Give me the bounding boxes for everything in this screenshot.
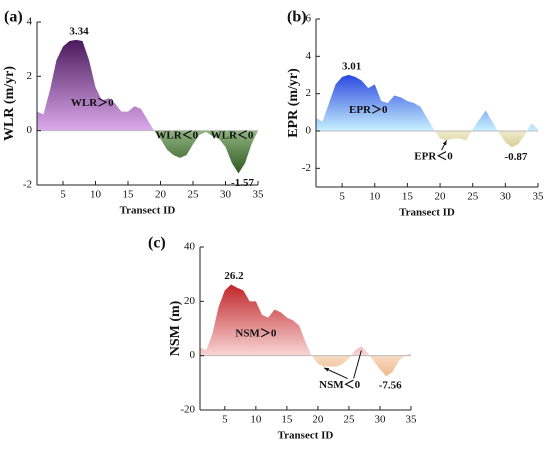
arrow-head [442, 140, 447, 146]
panel-label: (c) [148, 235, 166, 252]
y-axis-label: NSM (m) [168, 300, 183, 356]
min-label: -0.87 [504, 151, 527, 163]
x-axis-label: Transect ID [399, 207, 455, 219]
y-tick-label: -2 [23, 179, 32, 191]
min-label: -1.57 [231, 177, 254, 189]
y-tick-label: 2 [306, 87, 312, 99]
area-positive [316, 74, 538, 131]
y-tick-label: 4 [27, 16, 33, 28]
x-tick-label: 5 [339, 191, 345, 203]
y-tick-label: 20 [184, 295, 196, 307]
x-tick-label: 30 [500, 191, 512, 203]
x-tick-label: 35 [406, 414, 418, 426]
area-negative [200, 355, 411, 377]
x-axis-label: Transect ID [278, 430, 334, 442]
y-tick-label: -20 [180, 404, 195, 416]
area-negative [316, 131, 538, 148]
x-tick-label: 10 [90, 189, 102, 201]
x-axis-label: Transect ID [120, 205, 176, 217]
y-tick-label: 40 [184, 241, 196, 253]
x-tick-label: 20 [155, 189, 167, 201]
max-label: 3.01 [342, 60, 361, 72]
x-tick-label: 10 [250, 414, 262, 426]
region-label: WLR＜0 [155, 130, 198, 142]
region-label: EPR＜0 [414, 151, 453, 163]
x-tick-label: 25 [343, 414, 355, 426]
x-tick-label: 35 [533, 191, 545, 203]
x-tick-label: 20 [435, 191, 447, 203]
panel-label: (b) [287, 9, 307, 26]
y-tick-label: 2 [27, 70, 33, 82]
x-tick-label: 5 [60, 189, 66, 201]
arrow [353, 350, 362, 379]
x-tick-label: 25 [467, 191, 479, 203]
y-tick-label: 0 [306, 125, 312, 137]
x-tick-label: 20 [312, 414, 324, 426]
y-axis-label: WLR (m/yr) [2, 66, 17, 141]
area-positive [37, 39, 154, 131]
arrow-head [324, 367, 330, 372]
y-tick-label: 0 [190, 349, 196, 361]
max-label: 26.2 [224, 270, 244, 282]
y-tick-label: 6 [306, 13, 312, 25]
min-label: -7.56 [379, 380, 402, 392]
x-tick-label: 30 [220, 189, 232, 201]
area-negative [37, 130, 258, 174]
y-tick-label: -2 [302, 162, 311, 174]
region-label: NSM＜0 [319, 379, 360, 391]
x-tick-label: 15 [281, 414, 293, 426]
x-tick-label: 15 [123, 189, 135, 201]
y-tick-label: 0 [27, 124, 33, 136]
y-tick-label: 4 [306, 50, 312, 62]
region-label: WLR＞0 [71, 97, 114, 109]
x-tick-label: 5 [222, 414, 228, 426]
region-label: WLR＜0 [211, 130, 254, 142]
x-tick-label: 10 [369, 191, 381, 203]
y-axis-label: EPR (m/yr) [286, 68, 301, 138]
x-tick-label: 15 [402, 191, 414, 203]
region-label: NSM＞0 [235, 327, 276, 339]
x-tick-label: 35 [253, 189, 265, 201]
x-tick-label: 25 [188, 189, 200, 201]
area-positive [200, 284, 411, 356]
region-label: EPR＞0 [349, 104, 388, 116]
panel-label: (a) [4, 9, 23, 26]
x-tick-label: 30 [374, 414, 386, 426]
max-label: 3.34 [69, 25, 89, 37]
